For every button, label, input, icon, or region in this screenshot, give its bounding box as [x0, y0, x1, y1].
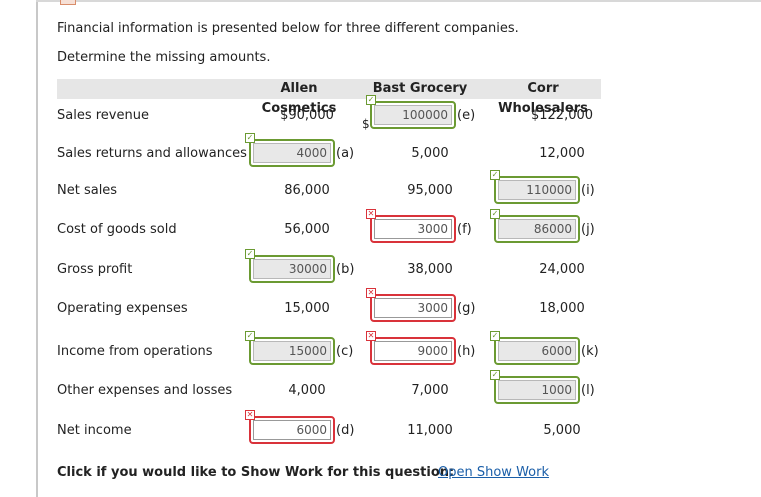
- static-value: 12,000: [539, 146, 585, 161]
- check-icon: ✓: [490, 370, 500, 380]
- show-work-prompt: Click if you would like to Show Work for…: [57, 465, 455, 480]
- answer-letter: (i): [581, 183, 595, 198]
- answer-box-corr: [494, 376, 580, 404]
- intro-text: Financial information is presented below…: [57, 21, 519, 36]
- row-label: Other expenses and losses: [57, 383, 233, 398]
- static-value: $122,000: [530, 108, 594, 123]
- top-divider: [36, 0, 761, 2]
- answer-box-allen: [249, 416, 335, 444]
- amount-input[interactable]: [253, 341, 331, 361]
- column-header-corr: Corr Wholesalers: [498, 81, 588, 116]
- row-label: Sales revenue: [57, 108, 149, 123]
- answer-letter: (f): [457, 222, 472, 237]
- question-flag-icon: [60, 0, 76, 5]
- answer-letter: (a): [336, 146, 355, 161]
- x-icon: ✕: [366, 209, 376, 219]
- answer-letter: (b): [336, 262, 355, 277]
- answer-box-bast: [370, 294, 456, 322]
- check-icon: ✓: [245, 133, 255, 143]
- open-show-work-link[interactable]: Open Show Work: [438, 465, 549, 480]
- answer-letter: (g): [457, 301, 476, 316]
- check-icon: ✓: [245, 331, 255, 341]
- row-label: Income from operations: [57, 344, 213, 359]
- currency-prefix: $: [362, 117, 370, 131]
- answer-box-bast: [370, 337, 456, 365]
- static-value: 24,000: [539, 262, 585, 277]
- answer-box-corr: [494, 176, 580, 204]
- amount-input[interactable]: [374, 298, 452, 318]
- row-label: Operating expenses: [57, 301, 188, 316]
- x-icon: ✕: [366, 331, 376, 341]
- static-value: 11,000: [407, 423, 453, 438]
- answer-box-bast: [370, 215, 456, 243]
- static-value: 5,000: [543, 423, 581, 438]
- answer-box-allen: [249, 255, 335, 283]
- amount-input[interactable]: [253, 420, 331, 440]
- table-header-bar: [57, 79, 601, 99]
- x-icon: ✕: [366, 288, 376, 298]
- check-icon: ✓: [490, 209, 500, 219]
- static-value: 15,000: [284, 301, 330, 316]
- static-value: 5,000: [411, 146, 449, 161]
- amount-input[interactable]: [253, 143, 331, 163]
- answer-box-allen: [249, 337, 335, 365]
- answer-letter: (h): [457, 344, 476, 359]
- amount-input[interactable]: [374, 105, 452, 125]
- static-value: 7,000: [411, 383, 449, 398]
- instruction-text: Determine the missing amounts.: [57, 50, 271, 65]
- answer-letter: (l): [581, 383, 595, 398]
- answer-letter: (j): [581, 222, 595, 237]
- amount-input[interactable]: [498, 219, 576, 239]
- answer-box-corr: [494, 215, 580, 243]
- answer-box-allen: [249, 139, 335, 167]
- static-value: 56,000: [284, 222, 330, 237]
- check-icon: ✓: [366, 95, 376, 105]
- static-value: 86,000: [284, 183, 330, 198]
- column-header-bast: Bast Grocery: [372, 81, 468, 96]
- amount-input[interactable]: [374, 219, 452, 239]
- answer-letter: (c): [336, 344, 354, 359]
- row-label: Net income: [57, 423, 132, 438]
- row-label: Net sales: [57, 183, 118, 198]
- answer-letter: (d): [336, 423, 355, 438]
- amount-input[interactable]: [253, 259, 331, 279]
- row-label: Gross profit: [57, 262, 133, 277]
- x-icon: ✕: [245, 410, 255, 420]
- column-header-allen: Allen Cosmetics: [261, 81, 337, 116]
- amount-input[interactable]: [498, 380, 576, 400]
- answer-box-bast: [370, 101, 456, 129]
- static-value: 95,000: [407, 183, 453, 198]
- static-value: 18,000: [539, 301, 585, 316]
- row-label: Sales returns and allowances: [57, 146, 247, 161]
- amount-input[interactable]: [498, 180, 576, 200]
- static-value: $90,000: [280, 108, 334, 123]
- answer-box-corr: [494, 337, 580, 365]
- answer-letter: (k): [581, 344, 599, 359]
- check-icon: ✓: [245, 249, 255, 259]
- check-icon: ✓: [490, 331, 500, 341]
- static-value: 38,000: [407, 262, 453, 277]
- row-label: Cost of goods sold: [57, 222, 177, 237]
- answer-letter: (e): [457, 108, 476, 123]
- static-value: 4,000: [288, 383, 326, 398]
- amount-input[interactable]: [374, 341, 452, 361]
- content-frame-border: [36, 0, 38, 497]
- amount-input[interactable]: [498, 341, 576, 361]
- check-icon: ✓: [490, 170, 500, 180]
